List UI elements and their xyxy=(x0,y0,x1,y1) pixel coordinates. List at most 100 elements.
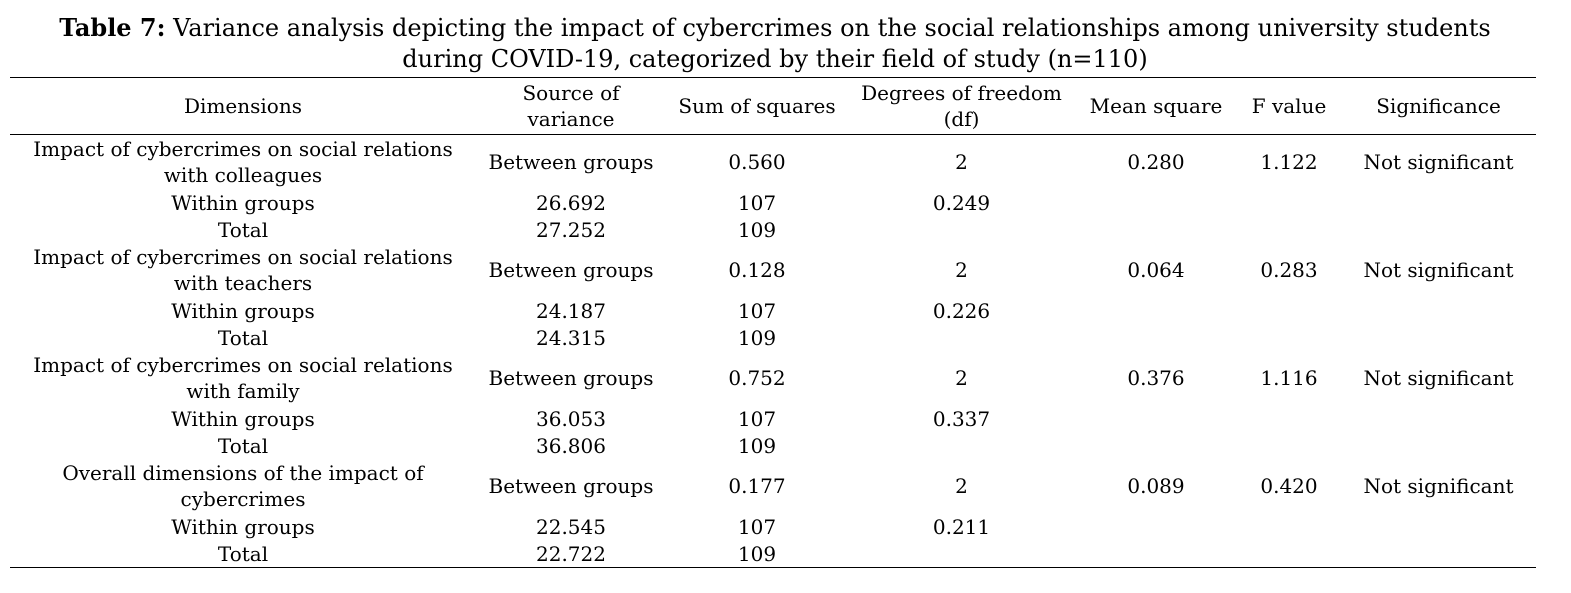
source-cell: Total xyxy=(217,433,269,458)
sum-squares-cell: 36.053 xyxy=(536,406,606,431)
sum-squares-cell: 26.692 xyxy=(536,190,606,215)
source-cell: Within groups xyxy=(171,190,315,215)
source-cell: Between groups xyxy=(488,150,654,174)
significance-cell: Not significant xyxy=(1363,474,1514,498)
empty-cell xyxy=(1341,432,1536,459)
source-cell: Between groups xyxy=(488,258,654,282)
significance-cell: Not significant xyxy=(1363,258,1514,282)
table-body: Impact of cybercrimes on social relation… xyxy=(10,135,1536,568)
empty-cell xyxy=(1237,405,1341,432)
table-row: Overall dimensions of the impact of cybe… xyxy=(10,459,1536,513)
mean-square-cell: 0.089 xyxy=(1127,474,1185,498)
f-value-cell: 1.122 xyxy=(1260,150,1318,174)
header-dimensions: Dimensions xyxy=(184,94,302,118)
empty-cell xyxy=(1237,324,1341,351)
header-f-value: F value xyxy=(1251,94,1327,118)
header-row: Dimensions Source of variance Sum of squ… xyxy=(10,77,1536,135)
empty-cell xyxy=(1237,297,1341,324)
source-cell: Between groups xyxy=(488,366,654,390)
table-row: Within groups 36.053 107 0.337 xyxy=(10,405,1536,432)
table-title: Variance analysis depicting the impact o… xyxy=(165,14,1491,73)
table-row: Impact of cybercrimes on social relation… xyxy=(10,135,1536,190)
empty-cell xyxy=(848,216,1075,243)
df-cell: 109 xyxy=(737,541,777,566)
sum-squares-cell: 0.560 xyxy=(728,150,786,174)
empty-cell xyxy=(1341,513,1536,540)
table-row: Total 36.806 109 xyxy=(10,432,1536,459)
empty-cell xyxy=(1341,297,1536,324)
source-cell: Within groups xyxy=(171,514,315,539)
df-cell: 109 xyxy=(737,433,777,458)
df-cell: 2 xyxy=(955,258,968,282)
empty-cell xyxy=(1341,189,1536,216)
dimension-cell: Impact of cybercrimes on social relation… xyxy=(33,137,453,187)
table-row: Impact of cybercrimes on social relation… xyxy=(10,243,1536,297)
f-value-cell: 0.283 xyxy=(1260,258,1318,282)
header-significance: Significance xyxy=(1376,94,1501,118)
dimension-cell: Overall dimensions of the impact of cybe… xyxy=(62,461,424,511)
empty-cell xyxy=(1075,297,1237,324)
empty-cell xyxy=(1341,324,1536,351)
mean-square-cell: 0.226 xyxy=(932,298,991,323)
empty-cell xyxy=(1075,216,1237,243)
sum-squares-cell: 22.545 xyxy=(536,514,606,539)
empty-cell xyxy=(1341,405,1536,432)
header-mean-square: Mean square xyxy=(1089,94,1223,118)
f-value-cell: 1.116 xyxy=(1260,366,1318,390)
mean-square-cell: 0.249 xyxy=(932,190,991,215)
table-row: Total 27.252 109 xyxy=(10,216,1536,243)
mean-square-cell: 0.376 xyxy=(1127,366,1185,390)
empty-cell xyxy=(1237,432,1341,459)
df-cell: 2 xyxy=(955,150,968,174)
table-row: Impact of cybercrimes on social relation… xyxy=(10,351,1536,405)
significance-cell: Not significant xyxy=(1363,366,1514,390)
df-cell: 2 xyxy=(955,366,968,390)
source-cell: Between groups xyxy=(488,474,654,498)
empty-cell xyxy=(1075,324,1237,351)
df-cell: 107 xyxy=(737,190,777,215)
table-caption: Table 7: Variance analysis depicting the… xyxy=(0,12,1550,75)
mean-square-cell: 0.337 xyxy=(932,406,991,431)
empty-cell xyxy=(1237,540,1341,568)
empty-cell xyxy=(1237,189,1341,216)
table-row: Within groups 26.692 107 0.249 xyxy=(10,189,1536,216)
sum-squares-cell: 24.187 xyxy=(536,298,606,323)
anova-table-container: Dimensions Source of variance Sum of squ… xyxy=(10,77,1536,568)
dimension-cell: Impact of cybercrimes on social relation… xyxy=(33,353,453,403)
sum-squares-cell: 0.177 xyxy=(728,474,786,498)
df-cell: 2 xyxy=(955,474,968,498)
empty-cell xyxy=(1075,513,1237,540)
df-cell: 109 xyxy=(737,217,777,242)
table-row: Total 24.315 109 xyxy=(10,324,1536,351)
empty-cell xyxy=(848,540,1075,568)
empty-cell xyxy=(1341,540,1536,568)
mean-square-cell: 0.064 xyxy=(1127,258,1185,282)
df-cell: 109 xyxy=(737,325,777,350)
f-value-cell: 0.420 xyxy=(1260,474,1318,498)
source-cell: Within groups xyxy=(171,406,315,431)
header-source: Source of variance xyxy=(522,81,620,131)
empty-cell xyxy=(848,432,1075,459)
source-cell: Total xyxy=(217,541,269,566)
empty-cell xyxy=(1075,189,1237,216)
empty-cell xyxy=(848,324,1075,351)
sum-squares-cell: 22.722 xyxy=(536,541,606,566)
df-cell: 107 xyxy=(737,298,777,323)
df-cell: 107 xyxy=(737,406,777,431)
table-row: Total 22.722 109 xyxy=(10,540,1536,568)
empty-cell xyxy=(1075,432,1237,459)
significance-cell: Not significant xyxy=(1363,150,1514,174)
table-label: Table 7: xyxy=(59,13,166,42)
header-df: Degrees of freedom (df) xyxy=(861,81,1062,131)
source-cell: Within groups xyxy=(171,298,315,323)
sum-squares-cell: 36.806 xyxy=(536,433,606,458)
mean-square-cell: 0.211 xyxy=(932,514,991,539)
empty-cell xyxy=(1341,216,1536,243)
sum-squares-cell: 24.315 xyxy=(536,325,606,350)
sum-squares-cell: 27.252 xyxy=(536,217,606,242)
dimension-cell: Impact of cybercrimes on social relation… xyxy=(33,245,453,295)
mean-square-cell: 0.280 xyxy=(1127,150,1185,174)
header-sum-squares: Sum of squares xyxy=(678,94,836,118)
table-row: Within groups 24.187 107 0.226 xyxy=(10,297,1536,324)
empty-cell xyxy=(1075,540,1237,568)
